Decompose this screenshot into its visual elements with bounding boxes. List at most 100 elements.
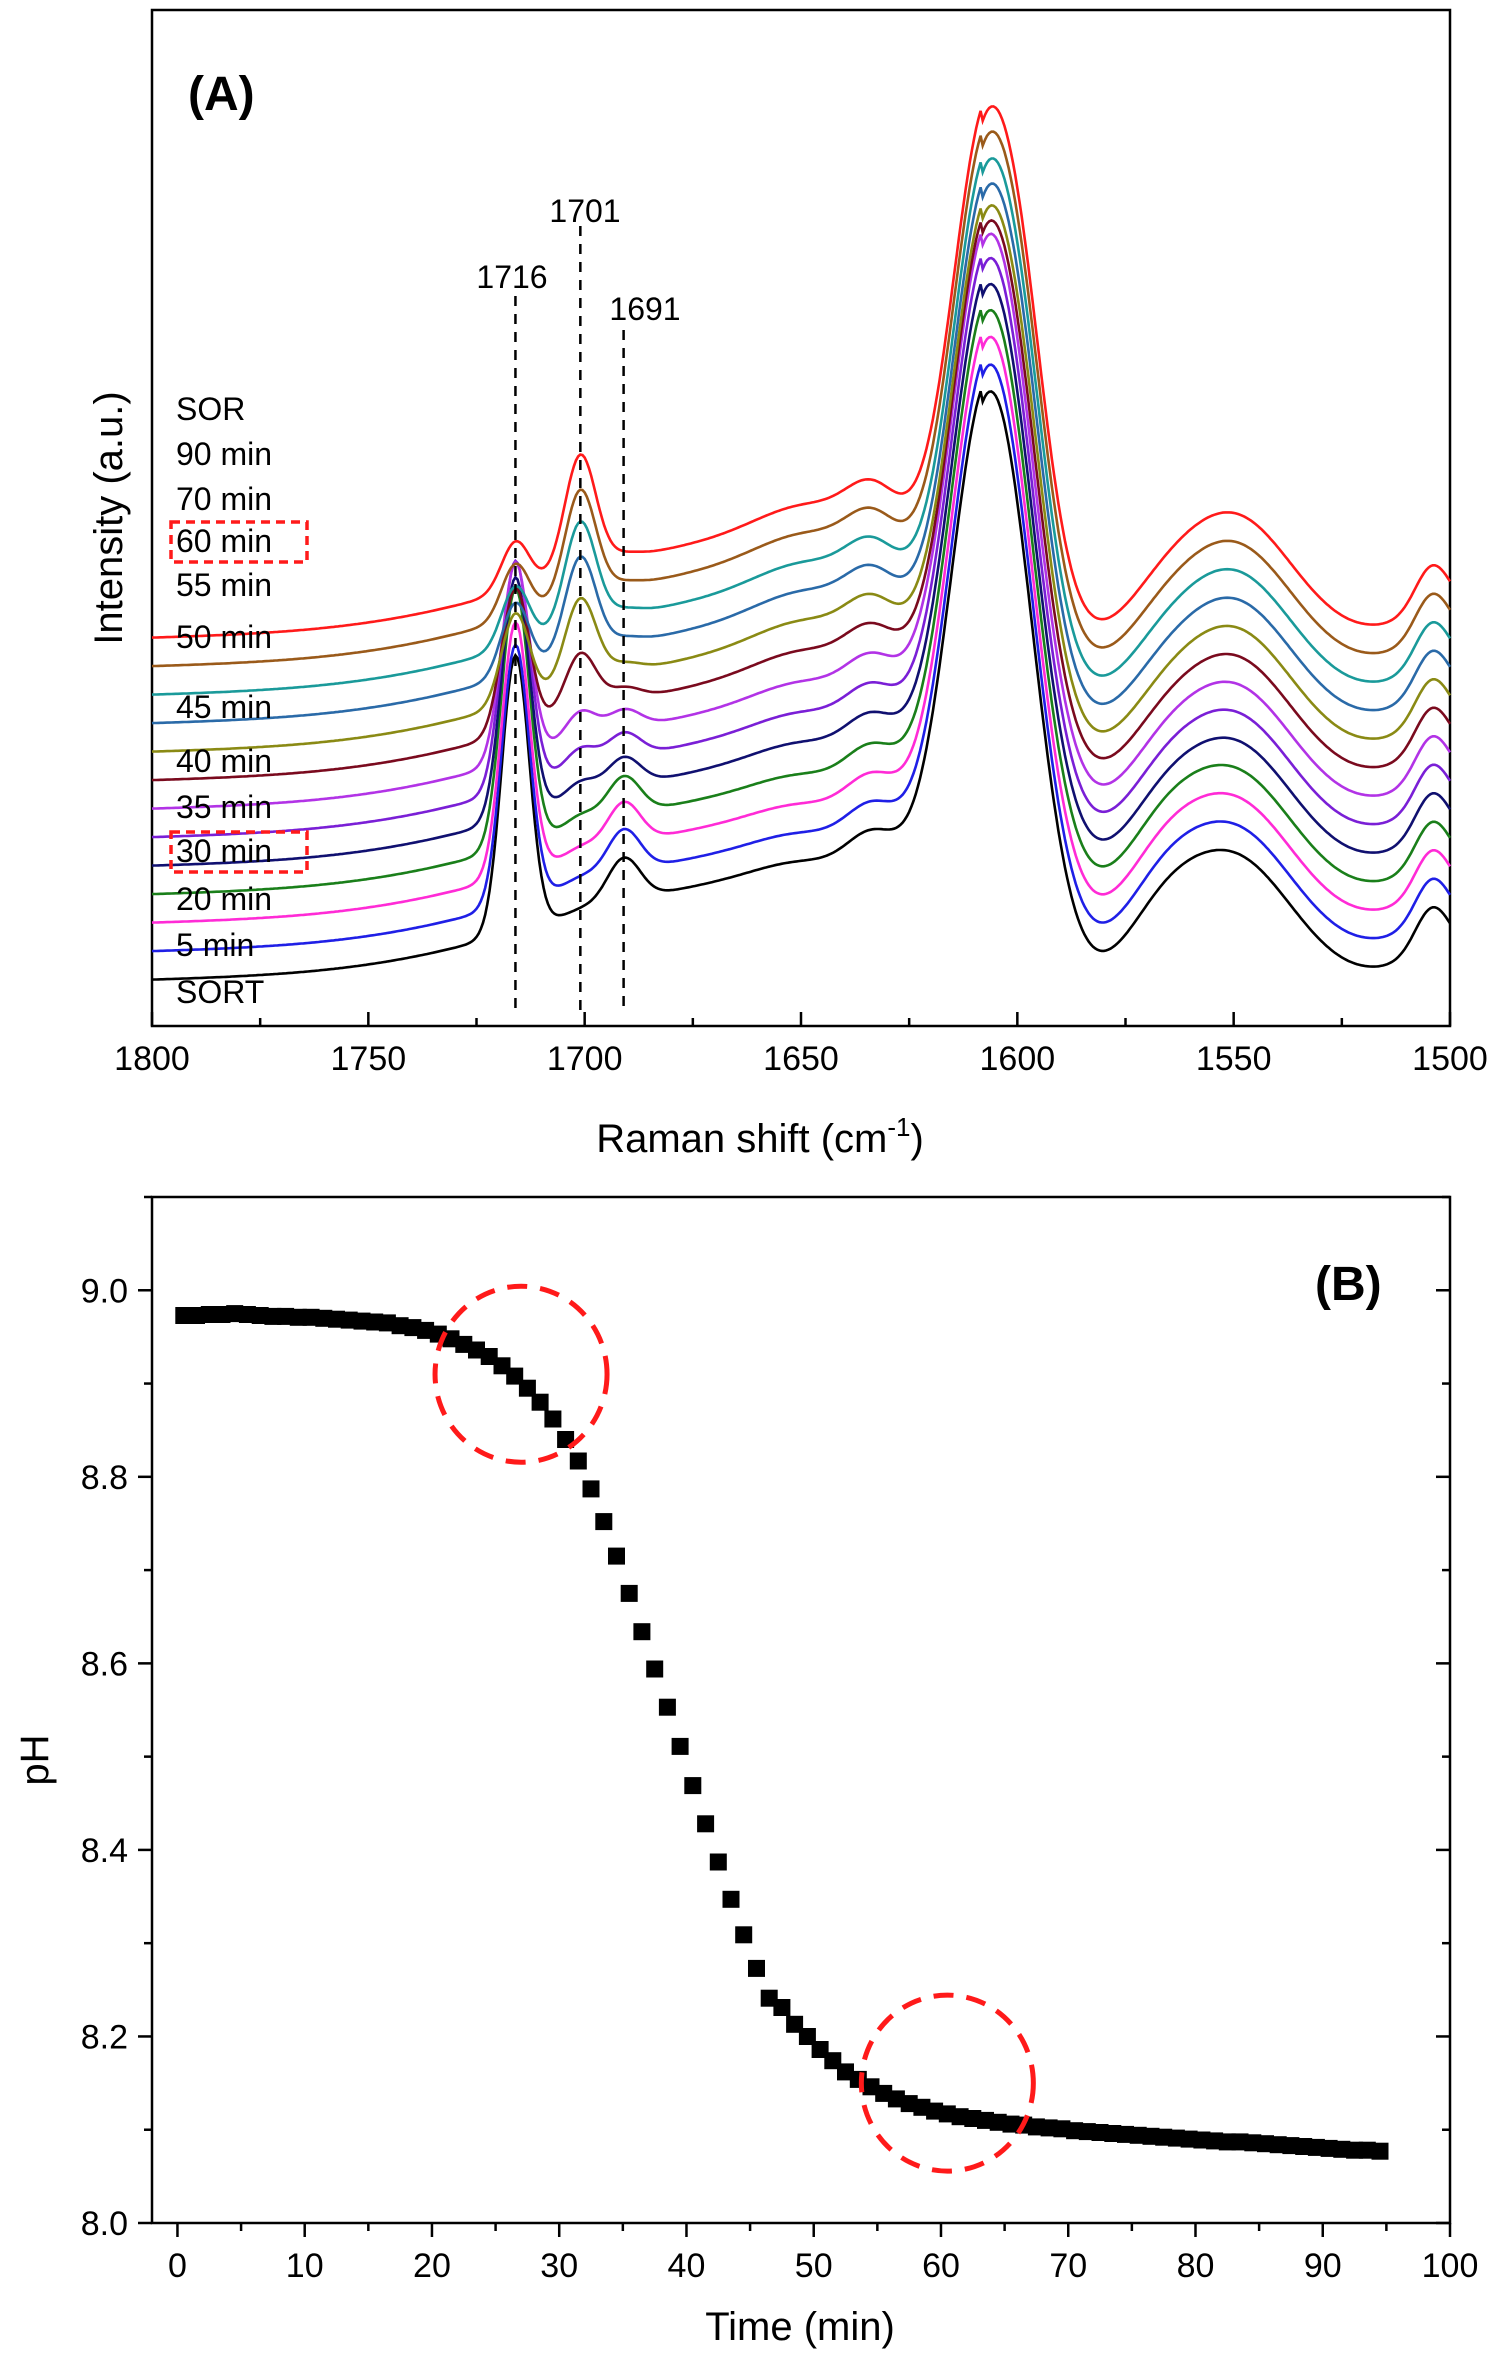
spectrum-line bbox=[151, 308, 1452, 896]
spectrum-line bbox=[151, 157, 1452, 696]
data-point bbox=[1091, 2124, 1109, 2141]
data-point bbox=[887, 2090, 905, 2108]
series-label: 5 min bbox=[176, 927, 254, 963]
data-point bbox=[748, 1959, 765, 1977]
data-point bbox=[518, 1379, 536, 1397]
highlight-circle bbox=[858, 1992, 1036, 2174]
data-point bbox=[633, 1623, 651, 1641]
series-label: 90 min bbox=[176, 436, 272, 472]
peak-label: 1691 bbox=[609, 291, 680, 327]
panel-a-series-labels: SORT 5 min 20 min 30 min 35 min 40 min 45 min 5… bbox=[169, 391, 309, 1010]
spectrum-line bbox=[151, 335, 1452, 924]
highlight-circle bbox=[432, 1283, 610, 1465]
data-point bbox=[620, 1584, 638, 1602]
panel-a-tag: (A) bbox=[188, 68, 255, 121]
panel-b-x-tick-label: 30 bbox=[540, 2247, 578, 2285]
spectrum-line bbox=[151, 182, 1452, 725]
panel-b-x-axis-title: Time (min) bbox=[705, 2305, 895, 2349]
panel-a-x-axis-title-sup: -1 bbox=[887, 1112, 910, 1142]
highlight-box bbox=[169, 520, 309, 564]
panel-a-x-tick-label: 1650 bbox=[763, 1040, 839, 1078]
panel-b-x-tick-label: 60 bbox=[922, 2247, 960, 2285]
data-point bbox=[938, 2105, 956, 2123]
data-point bbox=[608, 1547, 625, 1565]
spectrum-line bbox=[151, 219, 1452, 782]
panel-a-x-axis-title: Raman shift (cm-1) bbox=[596, 1112, 924, 1161]
series-label: SOR bbox=[176, 391, 245, 427]
panel-b-x-tick-label: 100 bbox=[1422, 2247, 1479, 2285]
data-point bbox=[658, 1698, 676, 1716]
data-point bbox=[188, 1307, 205, 1324]
series-label: 50 min bbox=[176, 619, 272, 655]
data-point bbox=[1333, 2140, 1351, 2158]
panel-b-x-tick-label: 70 bbox=[1049, 2247, 1087, 2285]
panel-a-x-tick-label: 1750 bbox=[331, 1040, 407, 1078]
panel-b-y-tick-label: 8.2 bbox=[81, 2018, 128, 2056]
data-point bbox=[340, 1311, 358, 1329]
spectrum-line bbox=[151, 130, 1452, 668]
data-point bbox=[582, 1480, 600, 1498]
peak-label: 1701 bbox=[549, 193, 620, 229]
spectrum-line bbox=[151, 363, 1452, 953]
panel-b-axis-ticks: 0 10 20 30 40 50 60 70 80 90 100 8.0 8.2 8.4 8.6 8.8 9.0 bbox=[81, 1195, 1479, 2285]
panel-a-x-tick-label: 1700 bbox=[547, 1040, 623, 1078]
panel-b-x-tick-label: 40 bbox=[668, 2247, 706, 2285]
panel-a-plot-frame bbox=[150, 8, 1452, 1028]
series-label: 60 min bbox=[176, 523, 272, 559]
panel-b-x-tick-label: 80 bbox=[1177, 2247, 1215, 2285]
series-label: 55 min bbox=[176, 567, 272, 603]
data-point bbox=[569, 1452, 587, 1470]
data-point bbox=[391, 1317, 409, 1335]
data-point bbox=[798, 2028, 816, 2045]
spectrum-line bbox=[151, 105, 1452, 639]
panel-a-y-axis-title: Intensity (a.u.) bbox=[87, 391, 131, 644]
series-label: 45 min bbox=[176, 689, 272, 725]
spectrum-line bbox=[151, 256, 1452, 839]
panel-a-x-tick-label: 1550 bbox=[1196, 1040, 1272, 1078]
panel-b-y-tick-label: 8.6 bbox=[81, 1645, 128, 1683]
panel-b-y-tick-label: 9.0 bbox=[81, 1272, 128, 1310]
panel-b-y-axis-title: pH bbox=[13, 1734, 57, 1785]
panel-b-x-tick-label: 10 bbox=[286, 2247, 324, 2285]
peak-label: 1716 bbox=[476, 259, 547, 295]
data-point bbox=[595, 1513, 613, 1531]
panel-b-x-tick-label: 90 bbox=[1304, 2247, 1342, 2285]
spectrum-line bbox=[151, 204, 1452, 753]
data-point bbox=[709, 1853, 727, 1871]
data-point bbox=[1371, 2142, 1389, 2160]
series-label: SORT bbox=[176, 974, 264, 1010]
data-point bbox=[684, 1777, 702, 1795]
panel-a-x-tick-label: 1600 bbox=[980, 1040, 1056, 1078]
highlight-box bbox=[169, 830, 309, 874]
series-label: 30 min bbox=[176, 833, 272, 869]
panel-b-y-tick-label: 8.0 bbox=[81, 2205, 128, 2243]
data-point bbox=[1040, 2119, 1058, 2137]
data-point bbox=[646, 1660, 664, 1678]
panel-b-data-points bbox=[175, 1305, 1389, 2160]
data-point bbox=[989, 2113, 1007, 2131]
data-point bbox=[531, 1393, 549, 1411]
panel-a-spectra-group bbox=[151, 105, 1452, 981]
data-point bbox=[671, 1737, 689, 1755]
panel-a-x-tick-label: 1800 bbox=[114, 1040, 190, 1078]
panel-b-x-tick-label: 50 bbox=[795, 2247, 833, 2285]
data-point bbox=[238, 1306, 256, 1323]
series-label: 20 min bbox=[176, 881, 272, 917]
series-label: 35 min bbox=[176, 789, 272, 825]
data-point bbox=[837, 2063, 854, 2081]
panel-a-x-tick-label: 1500 bbox=[1412, 1040, 1488, 1078]
panel-a-x-axis-ticks: 1800 1750 1700 1650 1600 1550 1500 bbox=[114, 1012, 1488, 1078]
panel-b-ph-curve: 0 10 20 30 40 50 60 70 80 90 100 8.0 8.2 8.4 8.6 8.8 9.0… bbox=[13, 1195, 1479, 2349]
data-point bbox=[480, 1348, 498, 1365]
data-point bbox=[289, 1308, 307, 1326]
data-point bbox=[1180, 2130, 1198, 2148]
data-point bbox=[773, 1999, 791, 2016]
panel-b-highlight-circles bbox=[432, 1283, 1036, 2174]
data-point bbox=[1129, 2126, 1147, 2144]
data-point bbox=[697, 1815, 715, 1833]
spectrum-line bbox=[151, 390, 1452, 981]
data-point bbox=[722, 1890, 740, 1908]
